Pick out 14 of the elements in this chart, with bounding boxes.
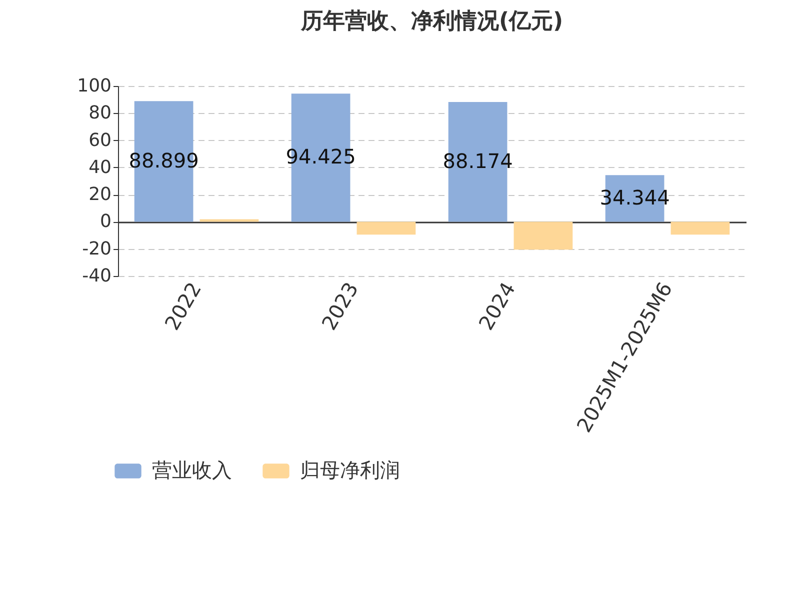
y-tick-label: 40 xyxy=(88,156,112,178)
y-tick-label: 60 xyxy=(88,130,112,151)
chart-title: 历年营收、净利情况(亿元) xyxy=(300,9,564,34)
y-tick-label: 80 xyxy=(88,102,112,124)
y-tick-label: 100 xyxy=(77,76,112,96)
legend-label: 归母净利润 xyxy=(300,458,400,482)
bar xyxy=(356,222,416,235)
y-tick-label: -20 xyxy=(82,238,112,260)
y-tick-label: 0 xyxy=(100,211,112,232)
legend-label: 营业收入 xyxy=(152,458,232,482)
bar xyxy=(514,222,573,250)
bar xyxy=(670,222,730,235)
y-tick-label: -40 xyxy=(82,266,112,286)
y-tick-label: 20 xyxy=(88,184,112,206)
